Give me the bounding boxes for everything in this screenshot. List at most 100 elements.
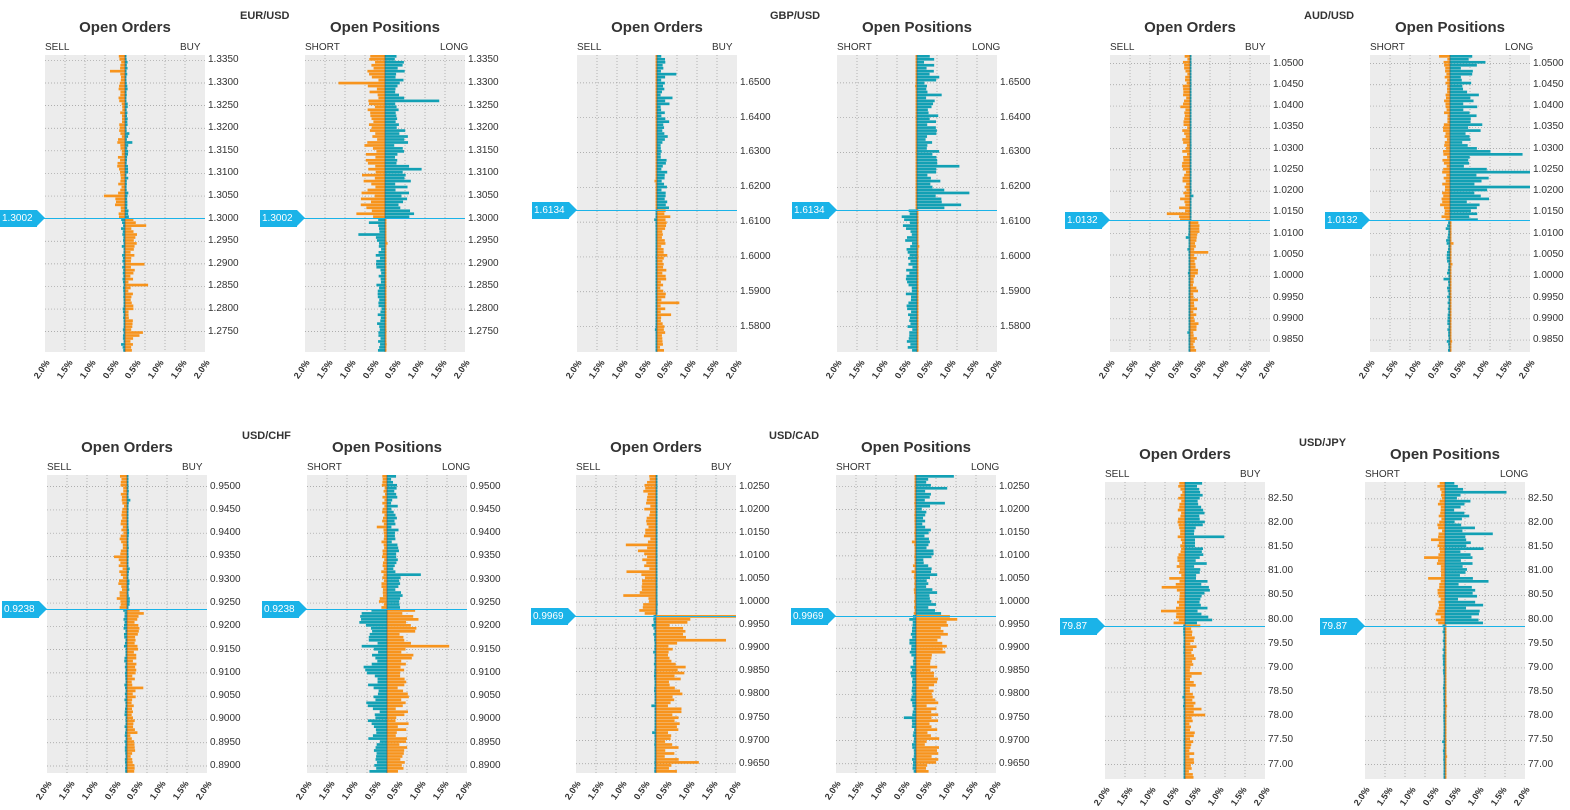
bar-right xyxy=(917,221,919,224)
bar-right xyxy=(917,123,928,126)
y-tick-label: 0.9300 xyxy=(210,573,241,585)
current-price-line xyxy=(42,608,207,610)
bar-right xyxy=(916,716,932,720)
bar-right xyxy=(1445,487,1464,491)
bar-left xyxy=(370,626,387,630)
bar-right xyxy=(125,84,128,88)
bar-left xyxy=(1184,173,1190,177)
bar-right xyxy=(657,170,668,174)
bar-left xyxy=(655,182,657,186)
bar-right xyxy=(385,69,405,73)
bar-left xyxy=(121,245,125,248)
bar-left xyxy=(366,206,385,210)
bar-right xyxy=(385,57,395,61)
bar-right xyxy=(1450,286,1452,290)
bar-right xyxy=(1450,239,1452,242)
bar-left xyxy=(653,632,656,636)
bar-left xyxy=(910,322,917,325)
bar-right xyxy=(656,722,680,726)
bar-left xyxy=(911,295,917,299)
y-tick-label: 1.2900 xyxy=(208,257,239,269)
y-tick-label: 78.50 xyxy=(1528,686,1554,698)
bar-left xyxy=(1179,562,1185,565)
bar-right xyxy=(387,764,402,767)
bar-left xyxy=(1183,689,1185,693)
bar-left xyxy=(1179,591,1185,595)
chart-plot-area xyxy=(305,55,465,352)
bar-left xyxy=(366,701,387,705)
bar-right xyxy=(1185,657,1196,660)
bar-right xyxy=(1190,239,1197,242)
bar-right xyxy=(125,215,129,219)
bar-left xyxy=(120,209,125,213)
bar-right xyxy=(917,233,919,236)
bar-left xyxy=(908,262,917,266)
bar-right xyxy=(1445,559,1461,562)
bar-left xyxy=(379,242,385,245)
bar-right xyxy=(1185,553,1204,556)
bar-right xyxy=(1450,322,1452,325)
bar-left xyxy=(1182,167,1190,171)
bar-right xyxy=(127,492,129,496)
bar-left xyxy=(906,227,917,230)
bar-left xyxy=(1188,298,1190,302)
bar-right xyxy=(127,495,129,499)
bar-left xyxy=(1443,666,1445,669)
bar-right xyxy=(1445,749,1447,752)
bar-right xyxy=(916,621,947,624)
bar-right xyxy=(385,141,409,144)
bar-right xyxy=(127,528,129,532)
bar-right xyxy=(127,683,133,687)
bar-right xyxy=(125,203,128,207)
bar-left xyxy=(1188,259,1190,263)
bar-left xyxy=(1182,60,1190,64)
bar-right xyxy=(125,63,127,67)
right-side-label: LONG xyxy=(442,462,471,473)
bar-left xyxy=(1180,105,1190,109)
x-tick-label: 1.5% xyxy=(168,358,189,381)
bar-left xyxy=(376,755,387,758)
bar-left xyxy=(1439,499,1445,503)
bar-right xyxy=(657,253,668,257)
bar-left xyxy=(1443,695,1445,699)
bar-right xyxy=(656,749,666,752)
bar-left xyxy=(124,710,127,714)
y-tick-label: 1.3300 xyxy=(468,77,499,89)
bar-right xyxy=(656,576,658,579)
bar-left xyxy=(915,87,917,91)
y-tick-label: 0.9250 xyxy=(470,597,501,609)
bar-left xyxy=(655,242,657,245)
bar-right xyxy=(1190,93,1192,97)
bar-right xyxy=(1190,164,1192,168)
bar-left xyxy=(122,328,125,331)
bar-left xyxy=(914,558,916,562)
bar-left xyxy=(1181,164,1190,168)
bar-right xyxy=(1445,582,1459,586)
bar-left xyxy=(912,265,917,269)
bar-right xyxy=(385,212,415,216)
bar-right xyxy=(1190,286,1197,290)
bar-left xyxy=(122,230,125,233)
bar-right xyxy=(1445,529,1463,533)
bar-right xyxy=(656,755,665,758)
bar-right xyxy=(656,570,658,574)
bar-right xyxy=(385,265,387,269)
bar-left xyxy=(1443,126,1450,129)
bar-right xyxy=(917,167,937,171)
bar-right xyxy=(387,626,417,630)
bar-right xyxy=(1445,770,1447,773)
bar-left xyxy=(1443,710,1445,714)
bar-right xyxy=(917,325,919,328)
bar-right xyxy=(127,716,133,720)
bar-left xyxy=(120,147,125,150)
bar-right xyxy=(657,84,663,88)
bar-left xyxy=(382,507,387,511)
bar-left xyxy=(906,304,917,308)
bar-left xyxy=(1444,141,1450,144)
bar-right xyxy=(125,310,129,314)
bar-left xyxy=(120,188,125,192)
bar-right xyxy=(387,770,398,773)
chart-plot-area xyxy=(47,475,207,773)
bar-right xyxy=(387,698,402,702)
bar-left xyxy=(639,591,656,594)
